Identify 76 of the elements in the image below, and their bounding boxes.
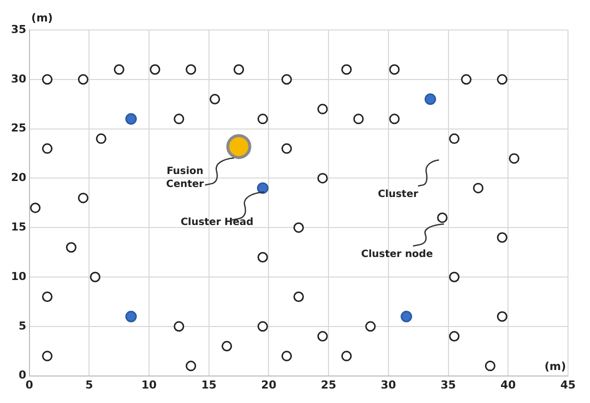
point [257, 252, 268, 262]
point [226, 134, 252, 160]
point [257, 114, 268, 124]
point [281, 74, 292, 85]
point [281, 143, 292, 154]
point [42, 350, 53, 362]
point [449, 133, 460, 144]
y-tick-label: 15 [10, 220, 26, 234]
point [317, 331, 328, 342]
point [281, 350, 292, 362]
point [210, 94, 220, 104]
point [174, 114, 184, 124]
annotation: Cluster node [360, 248, 434, 261]
x-tick-label: 25 [320, 378, 336, 392]
point [90, 272, 100, 282]
point [449, 331, 460, 342]
point [78, 74, 88, 85]
y-tick-label: 30 [10, 72, 27, 86]
point [365, 321, 376, 332]
point [150, 64, 160, 75]
x-tick-label: 35 [440, 378, 456, 392]
annotation: Cluster [376, 188, 420, 201]
point [66, 242, 76, 253]
point [496, 74, 508, 85]
point [186, 360, 196, 372]
point [496, 311, 508, 322]
point [341, 64, 352, 75]
point [125, 113, 137, 125]
point [496, 232, 508, 243]
point [186, 64, 196, 75]
x-tick-label: 45 [560, 378, 576, 392]
point [424, 93, 436, 105]
point [317, 104, 328, 114]
x-tick-label: 10 [141, 378, 158, 392]
y-tick-label: 5 [18, 319, 26, 332]
point [460, 74, 472, 85]
point [389, 64, 400, 75]
y-tick-label: 0 [18, 368, 27, 382]
point [484, 360, 496, 372]
x-tick-label: 30 [380, 378, 396, 392]
point [234, 64, 244, 75]
x-tick-label: 5 [85, 378, 93, 392]
point [114, 64, 124, 75]
x-tick-label: 15 [201, 378, 217, 392]
point [256, 182, 268, 194]
point [125, 310, 137, 322]
point [222, 340, 232, 352]
x-tick-label: 20 [261, 378, 277, 392]
point [174, 321, 184, 332]
point [78, 192, 88, 204]
y-tick-label: 20 [10, 171, 27, 184]
point [341, 350, 352, 362]
y-axis-title: (m) [31, 11, 53, 24]
point [96, 133, 106, 144]
y-tick-label: 35 [10, 22, 26, 36]
point [449, 272, 460, 282]
point [293, 292, 304, 302]
annotation: Fusion Center [165, 165, 205, 191]
point [42, 292, 53, 302]
point [42, 74, 53, 85]
y-tick-label: 25 [10, 122, 26, 135]
y-tick-label: 10 [10, 270, 27, 283]
point [508, 153, 520, 164]
point [472, 182, 484, 194]
point [317, 172, 328, 184]
point [30, 202, 41, 214]
point [400, 310, 412, 322]
point [353, 114, 364, 124]
point [437, 212, 448, 223]
x-axis-title: (m) [544, 360, 566, 374]
point [257, 321, 268, 332]
x-tick-label: 40 [500, 378, 516, 392]
point [293, 222, 304, 233]
point [389, 114, 400, 124]
point [42, 143, 53, 154]
annotation: Cluster Head [180, 216, 254, 229]
